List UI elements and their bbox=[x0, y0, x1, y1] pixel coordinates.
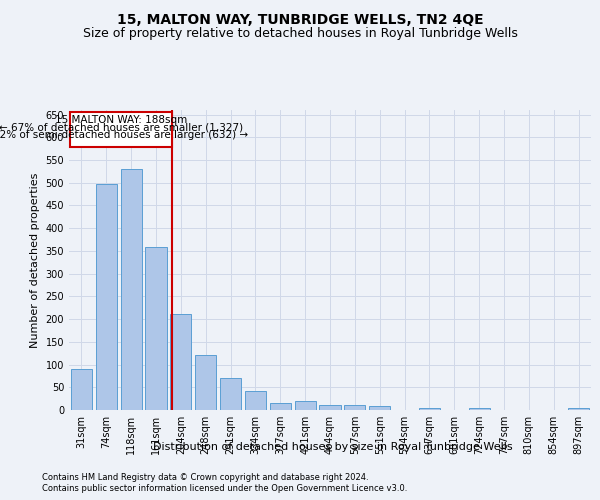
Bar bbox=[170, 314, 191, 410]
Bar bbox=[295, 402, 316, 410]
Bar bbox=[71, 369, 92, 410]
Text: Distribution of detached houses by size in Royal Tunbridge Wells: Distribution of detached houses by size … bbox=[153, 442, 513, 452]
Bar bbox=[568, 408, 589, 410]
Bar bbox=[96, 184, 117, 410]
Bar bbox=[369, 406, 390, 410]
FancyBboxPatch shape bbox=[70, 112, 172, 148]
Bar bbox=[195, 355, 216, 410]
Text: 15 MALTON WAY: 188sqm: 15 MALTON WAY: 188sqm bbox=[55, 114, 187, 124]
Text: ← 67% of detached houses are smaller (1,327): ← 67% of detached houses are smaller (1,… bbox=[0, 122, 243, 132]
Text: Contains public sector information licensed under the Open Government Licence v3: Contains public sector information licen… bbox=[42, 484, 407, 493]
Bar bbox=[319, 406, 341, 410]
Text: Contains HM Land Registry data © Crown copyright and database right 2024.: Contains HM Land Registry data © Crown c… bbox=[42, 472, 368, 482]
Bar bbox=[121, 169, 142, 410]
Bar bbox=[220, 378, 241, 410]
Bar bbox=[270, 403, 291, 410]
Y-axis label: Number of detached properties: Number of detached properties bbox=[30, 172, 40, 348]
Text: 32% of semi-detached houses are larger (632) →: 32% of semi-detached houses are larger (… bbox=[0, 130, 248, 140]
Bar bbox=[469, 408, 490, 410]
Bar bbox=[145, 248, 167, 410]
Text: Size of property relative to detached houses in Royal Tunbridge Wells: Size of property relative to detached ho… bbox=[83, 28, 517, 40]
Bar bbox=[419, 408, 440, 410]
Text: 15, MALTON WAY, TUNBRIDGE WELLS, TN2 4QE: 15, MALTON WAY, TUNBRIDGE WELLS, TN2 4QE bbox=[116, 12, 484, 26]
Bar bbox=[245, 391, 266, 410]
Bar bbox=[344, 405, 365, 410]
